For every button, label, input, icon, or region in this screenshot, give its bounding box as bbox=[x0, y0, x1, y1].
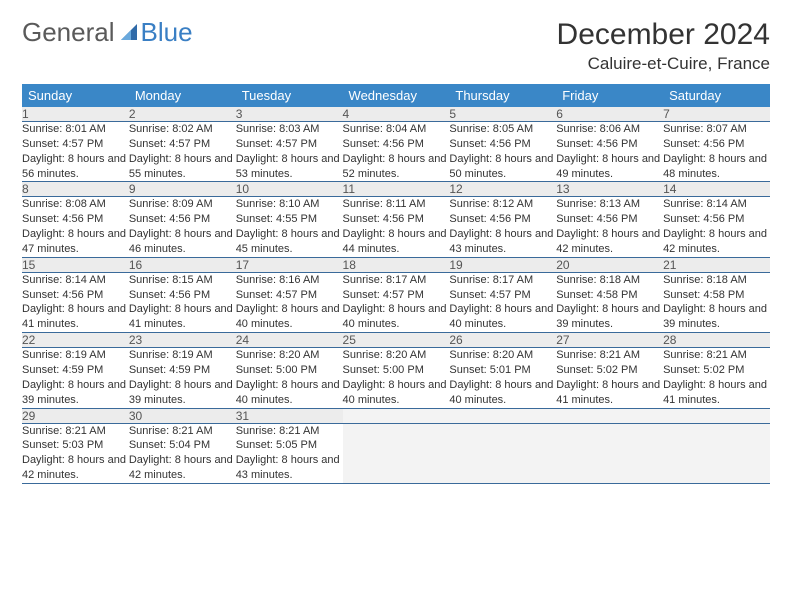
day-detail-cell: Sunrise: 8:02 AMSunset: 4:57 PMDaylight:… bbox=[129, 122, 236, 182]
day-number-cell: 18 bbox=[343, 257, 450, 272]
day-detail-cell: Sunrise: 8:10 AMSunset: 4:55 PMDaylight:… bbox=[236, 197, 343, 257]
day-number-cell: 7 bbox=[663, 107, 770, 122]
logo-text-blue: Blue bbox=[141, 19, 193, 45]
weekday-header-cell: Sunday bbox=[22, 84, 129, 107]
day-number-cell: 25 bbox=[343, 333, 450, 348]
day-detail-cell: Sunrise: 8:14 AMSunset: 4:56 PMDaylight:… bbox=[663, 197, 770, 257]
day-detail-cell: Sunrise: 8:18 AMSunset: 4:58 PMDaylight:… bbox=[556, 272, 663, 332]
day-detail-cell: Sunrise: 8:21 AMSunset: 5:03 PMDaylight:… bbox=[22, 423, 129, 483]
day-detail-cell: Sunrise: 8:21 AMSunset: 5:04 PMDaylight:… bbox=[129, 423, 236, 483]
day-number-cell: 28 bbox=[663, 333, 770, 348]
day-detail-cell: Sunrise: 8:03 AMSunset: 4:57 PMDaylight:… bbox=[236, 122, 343, 182]
location-label: Caluire-et-Cuire, France bbox=[557, 54, 770, 74]
logo: General Blue bbox=[22, 18, 193, 46]
day-detail-cell: Sunrise: 8:11 AMSunset: 4:56 PMDaylight:… bbox=[343, 197, 450, 257]
day-number-cell: 23 bbox=[129, 333, 236, 348]
day-detail-cell bbox=[556, 423, 663, 483]
day-detail-cell: Sunrise: 8:15 AMSunset: 4:56 PMDaylight:… bbox=[129, 272, 236, 332]
day-number-cell: 1 bbox=[22, 107, 129, 122]
day-detail-cell: Sunrise: 8:19 AMSunset: 4:59 PMDaylight:… bbox=[129, 348, 236, 408]
day-detail-cell: Sunrise: 8:13 AMSunset: 4:56 PMDaylight:… bbox=[556, 197, 663, 257]
day-detail-cell: Sunrise: 8:14 AMSunset: 4:56 PMDaylight:… bbox=[22, 272, 129, 332]
day-detail-cell: Sunrise: 8:08 AMSunset: 4:56 PMDaylight:… bbox=[22, 197, 129, 257]
weekday-header-cell: Saturday bbox=[663, 84, 770, 107]
day-detail-cell: Sunrise: 8:21 AMSunset: 5:05 PMDaylight:… bbox=[236, 423, 343, 483]
day-number-cell bbox=[556, 408, 663, 423]
day-number-cell: 22 bbox=[22, 333, 129, 348]
day-detail-cell: Sunrise: 8:19 AMSunset: 4:59 PMDaylight:… bbox=[22, 348, 129, 408]
day-number-cell: 30 bbox=[129, 408, 236, 423]
day-number-cell: 24 bbox=[236, 333, 343, 348]
day-number-cell bbox=[449, 408, 556, 423]
day-number-cell: 12 bbox=[449, 182, 556, 197]
weekday-header-cell: Monday bbox=[129, 84, 236, 107]
day-detail-cell: Sunrise: 8:01 AMSunset: 4:57 PMDaylight:… bbox=[22, 122, 129, 182]
day-number-cell: 20 bbox=[556, 257, 663, 272]
calendar-table: SundayMondayTuesdayWednesdayThursdayFrid… bbox=[22, 84, 770, 484]
day-detail-cell: Sunrise: 8:12 AMSunset: 4:56 PMDaylight:… bbox=[449, 197, 556, 257]
day-detail-cell: Sunrise: 8:04 AMSunset: 4:56 PMDaylight:… bbox=[343, 122, 450, 182]
day-detail-cell: Sunrise: 8:07 AMSunset: 4:56 PMDaylight:… bbox=[663, 122, 770, 182]
page-title: December 2024 bbox=[557, 18, 770, 52]
day-number-cell: 27 bbox=[556, 333, 663, 348]
day-number-cell: 16 bbox=[129, 257, 236, 272]
day-detail-cell bbox=[343, 423, 450, 483]
day-number-cell: 13 bbox=[556, 182, 663, 197]
day-number-cell: 5 bbox=[449, 107, 556, 122]
day-detail-cell: Sunrise: 8:21 AMSunset: 5:02 PMDaylight:… bbox=[556, 348, 663, 408]
day-number-cell: 21 bbox=[663, 257, 770, 272]
day-number-cell: 15 bbox=[22, 257, 129, 272]
day-number-cell: 8 bbox=[22, 182, 129, 197]
weekday-header-cell: Thursday bbox=[449, 84, 556, 107]
day-number-cell bbox=[663, 408, 770, 423]
day-number-cell: 17 bbox=[236, 257, 343, 272]
day-number-cell: 10 bbox=[236, 182, 343, 197]
day-detail-cell: Sunrise: 8:21 AMSunset: 5:02 PMDaylight:… bbox=[663, 348, 770, 408]
day-detail-cell: Sunrise: 8:06 AMSunset: 4:56 PMDaylight:… bbox=[556, 122, 663, 182]
day-detail-cell bbox=[449, 423, 556, 483]
day-number-cell: 4 bbox=[343, 107, 450, 122]
logo-sail-icon bbox=[119, 20, 141, 46]
day-number-cell: 26 bbox=[449, 333, 556, 348]
day-detail-cell: Sunrise: 8:20 AMSunset: 5:00 PMDaylight:… bbox=[343, 348, 450, 408]
day-detail-cell: Sunrise: 8:20 AMSunset: 5:01 PMDaylight:… bbox=[449, 348, 556, 408]
day-detail-cell: Sunrise: 8:17 AMSunset: 4:57 PMDaylight:… bbox=[343, 272, 450, 332]
day-detail-cell: Sunrise: 8:16 AMSunset: 4:57 PMDaylight:… bbox=[236, 272, 343, 332]
day-number-cell: 3 bbox=[236, 107, 343, 122]
day-detail-cell bbox=[663, 423, 770, 483]
day-number-cell: 6 bbox=[556, 107, 663, 122]
day-number-cell bbox=[343, 408, 450, 423]
day-number-cell: 19 bbox=[449, 257, 556, 272]
day-detail-cell: Sunrise: 8:09 AMSunset: 4:56 PMDaylight:… bbox=[129, 197, 236, 257]
day-number-cell: 2 bbox=[129, 107, 236, 122]
day-detail-cell: Sunrise: 8:20 AMSunset: 5:00 PMDaylight:… bbox=[236, 348, 343, 408]
day-number-cell: 31 bbox=[236, 408, 343, 423]
day-detail-cell: Sunrise: 8:18 AMSunset: 4:58 PMDaylight:… bbox=[663, 272, 770, 332]
weekday-header-cell: Friday bbox=[556, 84, 663, 107]
weekday-header-cell: Tuesday bbox=[236, 84, 343, 107]
day-number-cell: 11 bbox=[343, 182, 450, 197]
header: General Blue December 2024 Caluire-et-Cu… bbox=[22, 18, 770, 74]
day-number-cell: 9 bbox=[129, 182, 236, 197]
day-detail-cell: Sunrise: 8:17 AMSunset: 4:57 PMDaylight:… bbox=[449, 272, 556, 332]
day-detail-cell: Sunrise: 8:05 AMSunset: 4:56 PMDaylight:… bbox=[449, 122, 556, 182]
day-number-cell: 14 bbox=[663, 182, 770, 197]
logo-text-general: General bbox=[22, 19, 115, 45]
weekday-header-cell: Wednesday bbox=[343, 84, 450, 107]
day-number-cell: 29 bbox=[22, 408, 129, 423]
